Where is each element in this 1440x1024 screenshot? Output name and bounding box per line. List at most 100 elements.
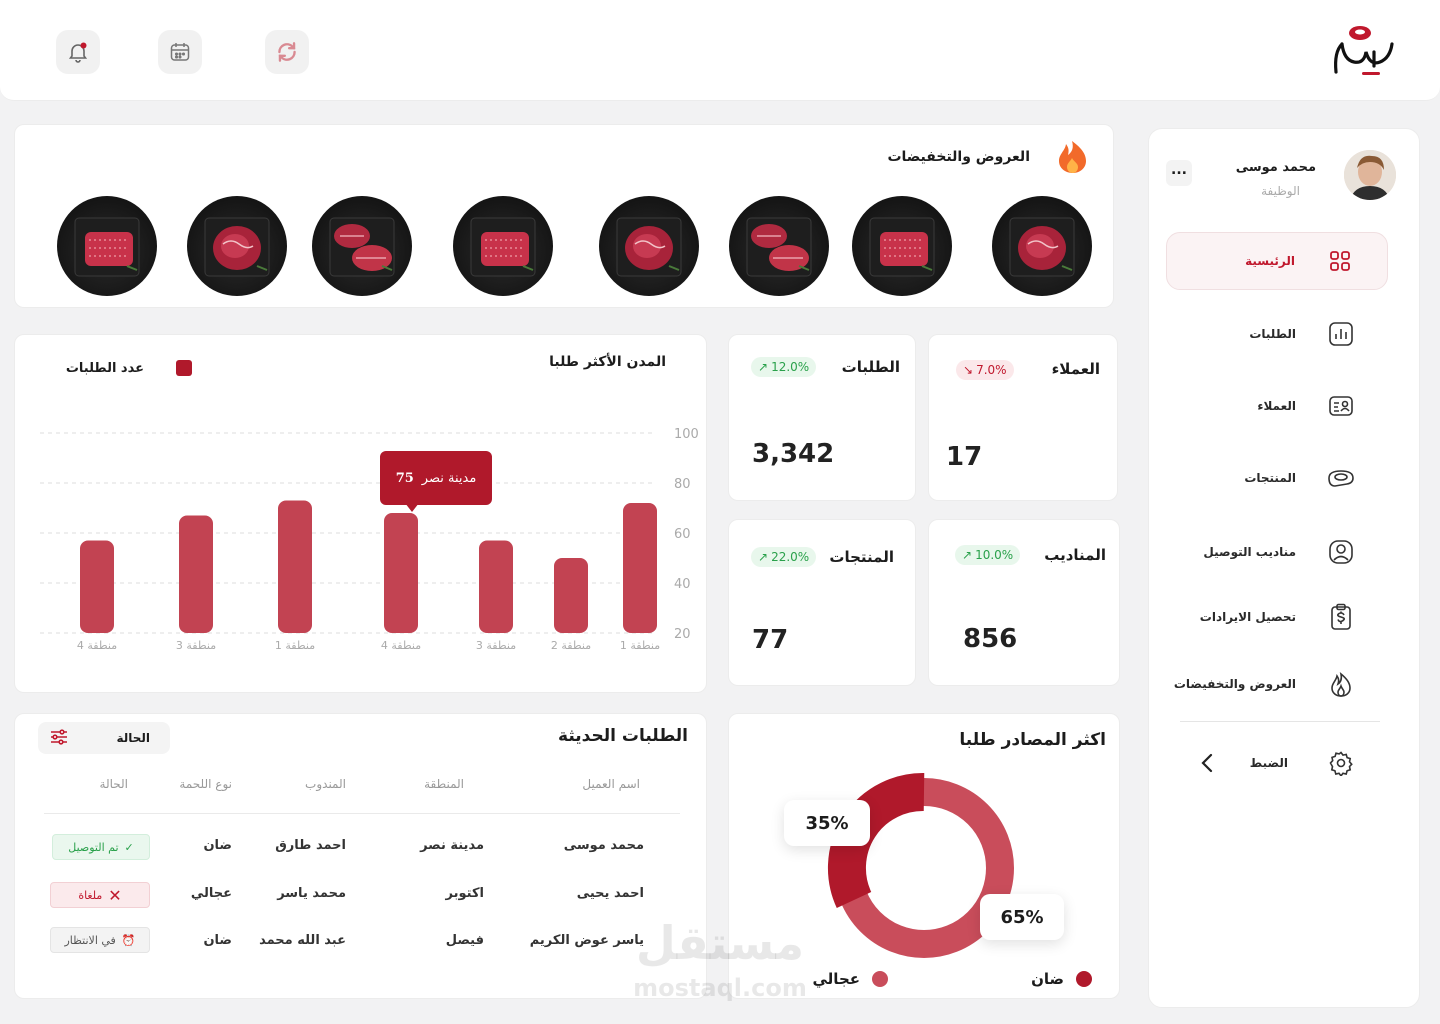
offer-thumbnail[interactable] bbox=[729, 196, 829, 296]
check-icon: ✓ bbox=[124, 840, 134, 854]
sidebar-item-label: الطلبات bbox=[1249, 327, 1296, 341]
alarm-clock-icon: ⏰ bbox=[121, 933, 136, 947]
sidebar-item-home[interactable]: الرئيسية bbox=[1166, 232, 1388, 290]
sources-title: اكثر المصادر طلبا bbox=[959, 730, 1106, 750]
bar[interactable] bbox=[623, 503, 657, 633]
legend-swatch bbox=[176, 360, 192, 376]
x-tick-label: منطقة 1 bbox=[275, 639, 315, 652]
more-options-button[interactable]: ... bbox=[1166, 160, 1192, 186]
grid-icon bbox=[1325, 246, 1355, 276]
change-badge: ↗ 22.0% bbox=[751, 547, 817, 567]
filter-sliders-icon bbox=[50, 728, 68, 748]
x-tick-label: منطقة 4 bbox=[77, 639, 117, 652]
table-divider bbox=[44, 813, 680, 814]
sidebar-item-label: الضبط bbox=[1249, 756, 1288, 770]
sidebar-item-products[interactable]: المنتجات bbox=[1166, 449, 1388, 507]
cell-agent: محمد ياسر bbox=[277, 886, 346, 901]
stat-value: 856 bbox=[963, 624, 1018, 654]
pct-label-veal: 35% bbox=[784, 800, 870, 846]
y-tick-label: 40 bbox=[674, 577, 691, 592]
avatar[interactable] bbox=[1344, 150, 1396, 200]
tooltip-city: مدينة نصر bbox=[421, 470, 477, 486]
id-card-icon bbox=[1326, 391, 1356, 421]
stat-value: 77 bbox=[752, 625, 789, 655]
tooltip-value: 75 bbox=[395, 470, 414, 486]
top-bar bbox=[0, 0, 1440, 101]
column-header: نوع اللحمة bbox=[179, 777, 232, 791]
sidebar-item-settings[interactable]: الضبط bbox=[1166, 734, 1388, 792]
status-label: ملغاة bbox=[78, 888, 103, 902]
change-value: 7.0% bbox=[976, 363, 1007, 377]
sidebar-item-label: تحصيل الايرادات bbox=[1199, 610, 1296, 624]
x-tick-label: منطقة 2 bbox=[551, 639, 591, 652]
close-icon: ✕ bbox=[108, 885, 122, 905]
bar[interactable] bbox=[384, 513, 418, 633]
refresh-icon[interactable] bbox=[265, 30, 309, 74]
trend-up-icon: ↗ bbox=[758, 550, 769, 564]
cell-agent: عبد الله محمد bbox=[259, 933, 346, 948]
pct-label-mutton: 65% bbox=[980, 894, 1064, 940]
legend-label-mutton: ضان bbox=[1031, 970, 1064, 988]
stat-title: الطلبات bbox=[841, 358, 900, 376]
chart-title: المدن الأكثر طلبا bbox=[549, 354, 666, 370]
cell-area: مدينة نصر bbox=[420, 838, 484, 853]
dollar-clipboard-icon bbox=[1326, 602, 1356, 632]
status-badge-pending: في الانتظار ⏰ bbox=[50, 927, 150, 953]
bar-chart-icon bbox=[1326, 319, 1356, 349]
legend-label-veal: عجالي bbox=[812, 970, 861, 988]
stat-value: 17 bbox=[946, 442, 983, 472]
stat-card-agents[interactable] bbox=[928, 519, 1120, 686]
bar[interactable] bbox=[179, 515, 213, 634]
chevron-left-icon[interactable] bbox=[1200, 752, 1214, 777]
change-badge: ↘ 7.0% bbox=[956, 360, 1014, 380]
column-header: المندوب bbox=[305, 777, 346, 791]
calendar-icon[interactable] bbox=[158, 30, 202, 74]
bar[interactable] bbox=[278, 500, 312, 634]
status-filter-button[interactable]: الحالة bbox=[38, 722, 170, 754]
bar-chart: 100 80 60 40 20 منطقة 1 منطقة 2 منطقة 3 منطقة 4 م… bbox=[40, 427, 699, 652]
cell-meat: عجالي bbox=[190, 886, 232, 901]
offer-thumbnail[interactable] bbox=[852, 196, 952, 296]
offer-thumbnail[interactable] bbox=[57, 196, 157, 296]
sidebar-item-label: الرئيسية bbox=[1245, 254, 1295, 268]
change-value: 22.0% bbox=[771, 550, 810, 564]
cell-customer: ياسر عوض الكريم bbox=[529, 933, 644, 948]
offer-thumbnail[interactable] bbox=[187, 196, 287, 296]
offer-thumbnail[interactable] bbox=[992, 196, 1092, 296]
sidebar-item-customers[interactable]: العملاء bbox=[1166, 377, 1388, 435]
legend-dot-mutton bbox=[1076, 971, 1092, 987]
offer-thumbnail[interactable] bbox=[453, 196, 553, 296]
column-header: اسم العميل bbox=[582, 777, 640, 791]
column-header: الحالة bbox=[99, 777, 128, 791]
bar[interactable] bbox=[80, 540, 114, 634]
status-badge-delivered: تم التوصيل ✓ bbox=[52, 834, 150, 860]
meat-icon bbox=[1326, 463, 1356, 493]
notification-bell-icon[interactable] bbox=[56, 30, 100, 74]
sidebar-item-revenue[interactable]: تحصيل الايرادات bbox=[1166, 588, 1388, 646]
column-header: المنطقة bbox=[424, 777, 464, 791]
profile-name: محمد موسى bbox=[1235, 160, 1316, 175]
y-tick-label: 80 bbox=[674, 477, 691, 492]
trend-up-icon: ↗ bbox=[962, 548, 973, 562]
sidebar-item-label: العروض والتخفيضات bbox=[1173, 677, 1296, 691]
flame-icon bbox=[1326, 669, 1356, 699]
cell-customer: احمد يحيى bbox=[576, 886, 644, 901]
fire-icon bbox=[1056, 134, 1090, 178]
y-tick-label: 20 bbox=[674, 627, 691, 642]
sidebar-item-offers[interactable]: العروض والتخفيضات bbox=[1166, 655, 1388, 713]
status-badge-cancelled: ملغاة ✕ bbox=[50, 882, 150, 908]
bar[interactable] bbox=[554, 558, 588, 633]
stat-card-products[interactable] bbox=[728, 519, 916, 686]
sidebar-divider bbox=[1180, 721, 1380, 722]
watermark-latin: mostaql.com bbox=[633, 974, 807, 1002]
offer-thumbnail[interactable] bbox=[599, 196, 699, 296]
sidebar-item-delivery-agents[interactable]: مناديب التوصيل bbox=[1166, 523, 1388, 581]
offer-thumbnail[interactable] bbox=[312, 196, 412, 296]
sidebar-item-orders[interactable]: الطلبات bbox=[1166, 305, 1388, 363]
x-tick-label: منطقة 4 bbox=[381, 639, 421, 652]
user-circle-icon bbox=[1326, 537, 1356, 567]
change-badge: ↗ 12.0% bbox=[751, 357, 817, 377]
sidebar-item-label: المنتجات bbox=[1244, 471, 1296, 485]
x-tick-label: منطقة 1 bbox=[620, 639, 660, 652]
bar[interactable] bbox=[479, 540, 513, 634]
